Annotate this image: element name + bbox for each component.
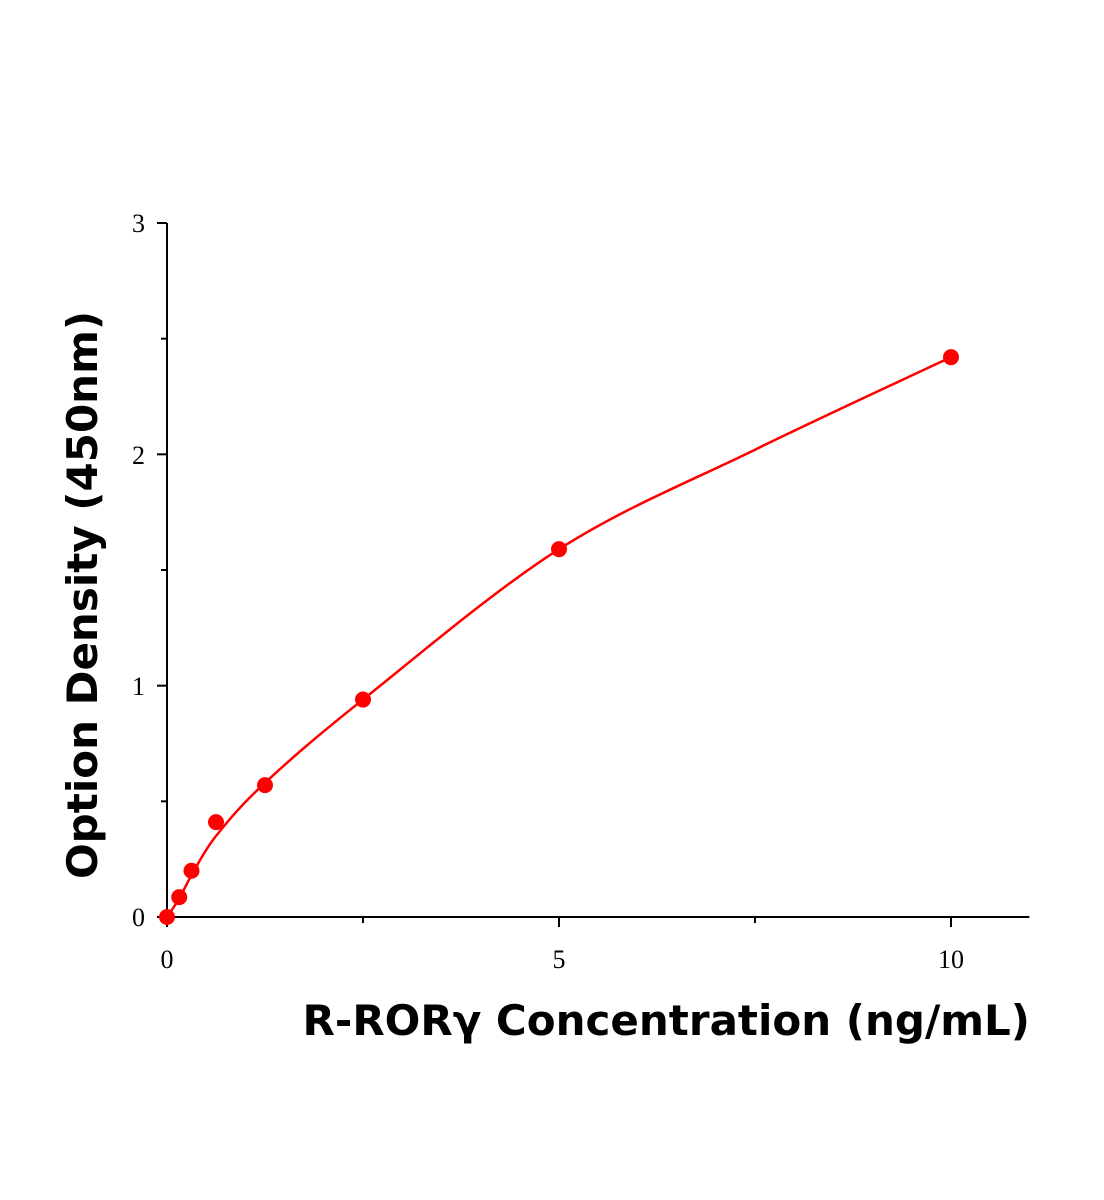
data-point: [551, 541, 567, 558]
x-tick-label: 10: [938, 945, 964, 974]
y-tick-label: 1: [132, 672, 145, 701]
data-point: [208, 814, 224, 831]
data-point: [943, 349, 959, 366]
y-axis-label: Option Density (450nm): [58, 311, 107, 879]
data-point: [159, 909, 175, 925]
data-point: [355, 691, 371, 708]
data-point: [183, 862, 200, 879]
x-axis-label: R-RORγ Concentration (ng/mL): [303, 996, 1030, 1045]
y-tick-label: 3: [132, 209, 145, 238]
y-tick-label: 2: [132, 441, 145, 470]
x-tick-label: 5: [553, 945, 566, 974]
x-tick-label: 0: [161, 945, 174, 974]
data-point: [257, 777, 273, 794]
fit-curve: [165, 356, 952, 918]
y-tick-label: 0: [132, 903, 145, 932]
data-point: [171, 889, 188, 906]
